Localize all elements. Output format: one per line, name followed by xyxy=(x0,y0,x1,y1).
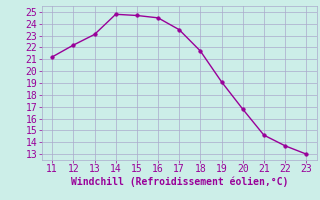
X-axis label: Windchill (Refroidissement éolien,°C): Windchill (Refroidissement éolien,°C) xyxy=(70,177,288,187)
